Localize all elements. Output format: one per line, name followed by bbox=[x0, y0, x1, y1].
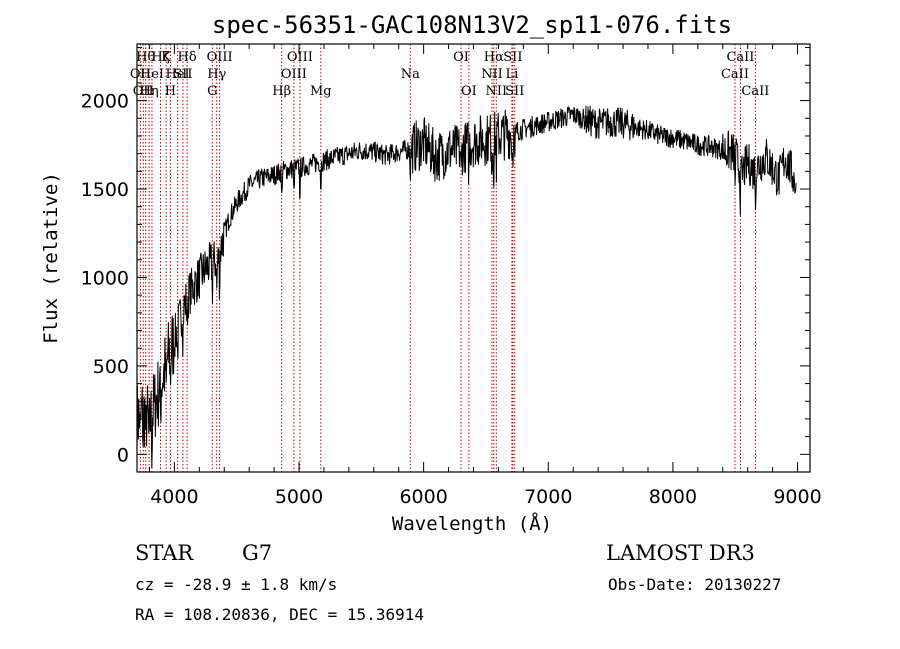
object-subclass: G7 bbox=[242, 541, 272, 565]
spectral-line-label: Hγ bbox=[207, 67, 226, 82]
chart-title: spec-56351-GAC108N13V2_sp11-076.fits bbox=[212, 11, 732, 39]
spectrum-trace bbox=[136, 105, 797, 469]
spectral-line-label: Hθ bbox=[136, 50, 155, 65]
spectral-line-label: OI bbox=[453, 50, 469, 65]
spectral-line-label: CaII bbox=[721, 67, 749, 82]
spectral-line-label: OII bbox=[130, 67, 151, 82]
spectral-line-label: SII bbox=[173, 67, 192, 82]
spectral-line-label: NII bbox=[481, 67, 503, 82]
obs-date: Obs-Date: 20130227 bbox=[608, 575, 781, 594]
spectral-line-label: Hη bbox=[140, 84, 159, 99]
spectral-line-label: OIII bbox=[207, 50, 233, 65]
spectral-line-label: SII bbox=[505, 84, 524, 99]
spectral-line-label: HeI bbox=[140, 67, 164, 82]
x-axis-ticks: 4000 5000 6000 7000 8000 9000 bbox=[148, 44, 822, 508]
y-axis-ticks: 0 500 1000 1500 2000 bbox=[81, 47, 810, 466]
y-tick-label: 0 bbox=[117, 444, 129, 466]
y-tick-label: 1500 bbox=[81, 179, 129, 201]
spectral-line-label: Hζ bbox=[151, 50, 169, 65]
x-axis-label: Wavelength (Å) bbox=[392, 512, 552, 535]
spectral-line-label: G bbox=[207, 84, 217, 99]
spectral-line-label: OI bbox=[461, 84, 477, 99]
spectral-line-label: NII bbox=[485, 84, 507, 99]
redshift-text: cz = -28.9 ± 1.8 km/s bbox=[135, 575, 337, 594]
spectral-line-label: Li bbox=[505, 67, 518, 82]
survey-name: LAMOST DR3 bbox=[606, 541, 755, 565]
spectral-line-label: CaII bbox=[726, 50, 754, 65]
spectrum-series bbox=[136, 105, 797, 469]
spectral-line-label: Na bbox=[401, 67, 420, 82]
spectral-line-label: Hα bbox=[484, 50, 504, 65]
spectral-line-label: Hδ bbox=[178, 50, 197, 65]
y-axis-label: Flux (relative) bbox=[40, 172, 62, 344]
x-tick-label: 6000 bbox=[399, 486, 447, 508]
spectral-line-label: OII bbox=[133, 84, 154, 99]
spectral-line-label: Mg bbox=[310, 84, 332, 99]
spectral-line-label: K bbox=[161, 50, 171, 65]
spectral-line-label: H bbox=[165, 84, 176, 99]
coordinates: RA = 108.20836, DEC = 15.36914 bbox=[135, 605, 424, 624]
x-tick-label: 5000 bbox=[275, 486, 323, 508]
spectral-line-label: HeI bbox=[166, 67, 190, 82]
spectral-line-label: OIII bbox=[287, 50, 313, 65]
plot-frame bbox=[136, 43, 811, 473]
x-tick-label: 7000 bbox=[524, 486, 572, 508]
object-class: STAR bbox=[135, 541, 194, 565]
y-tick-label: 2000 bbox=[81, 91, 129, 113]
y-tick-label: 500 bbox=[93, 356, 129, 378]
x-tick-label: 4000 bbox=[150, 486, 198, 508]
spectral-line-label: Hβ bbox=[272, 84, 291, 99]
x-tick-label: 8000 bbox=[649, 486, 697, 508]
spectral-line-label: OIII bbox=[281, 67, 307, 82]
y-tick-label: 1000 bbox=[81, 267, 129, 289]
spectral-line-labels: OIIOIIHθHηHeIHζKHHeISIIHδGHγOIIIHβOIIIOI… bbox=[130, 50, 770, 99]
x-tick-label: 9000 bbox=[773, 486, 821, 508]
spectral-line-label: CaII bbox=[741, 84, 769, 99]
spectral-line-markers bbox=[139, 44, 756, 472]
spectral-line-label: SII bbox=[503, 50, 522, 65]
